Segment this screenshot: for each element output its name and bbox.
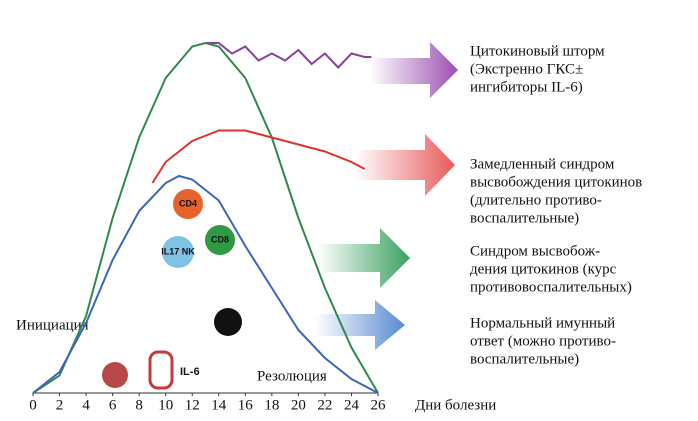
icon-label: CD4 bbox=[179, 198, 197, 208]
annotation: Цитокиновый шторм bbox=[470, 43, 605, 59]
icon-label: IL17 NK bbox=[161, 246, 195, 256]
x-axis-label: Дни болезни bbox=[415, 397, 496, 413]
arrow bbox=[355, 134, 455, 196]
x-tick-label: 0 bbox=[29, 397, 37, 413]
phase-label: Инициация bbox=[16, 317, 89, 333]
annotation: ингибиторы IL-6) bbox=[470, 79, 583, 95]
arrow bbox=[315, 300, 405, 350]
x-tick-label: 6 bbox=[109, 397, 117, 413]
series-line bbox=[33, 43, 378, 393]
annotation: ответ (можно противо- bbox=[470, 333, 616, 349]
annotation: воспалительные) bbox=[470, 351, 579, 367]
icon bbox=[150, 352, 172, 388]
icon-label: CD8 bbox=[211, 234, 229, 244]
x-tick-label: 12 bbox=[185, 397, 200, 413]
annotation: Замедленный синдром bbox=[470, 156, 615, 172]
annotation: Нормальный имунный bbox=[470, 315, 615, 331]
annotation: Синдром высвобож- bbox=[470, 243, 600, 259]
annotation: (длительно противо- bbox=[470, 192, 602, 208]
icons: CD4 CD8 IL17 NK IL-6 bbox=[102, 189, 242, 388]
annotation: (Экстренно ГКС± bbox=[470, 61, 583, 77]
x-tick-label: 4 bbox=[82, 397, 90, 413]
arrow bbox=[370, 42, 458, 98]
chart: CD4 CD8 IL17 NK IL-6 Инициация Резолюция… bbox=[0, 0, 698, 416]
x-tick-label: 24 bbox=[344, 397, 360, 413]
annotation: высвобождения цитокинов bbox=[470, 174, 642, 190]
icon-label: IL-6 bbox=[180, 366, 200, 378]
arrow bbox=[318, 228, 410, 288]
x-tick-label: 20 bbox=[291, 397, 306, 413]
x-tick-label: 2 bbox=[56, 397, 64, 413]
x-tick-label: 16 bbox=[238, 397, 254, 413]
icon bbox=[102, 362, 128, 388]
series-line bbox=[33, 176, 378, 393]
series-line bbox=[206, 43, 372, 68]
arrows bbox=[315, 42, 458, 350]
x-tick-label: 26 bbox=[371, 397, 387, 413]
x-tick-label: 22 bbox=[317, 397, 332, 413]
x-tick-label: 10 bbox=[158, 397, 173, 413]
x-tick-label: 8 bbox=[135, 397, 143, 413]
x-tick-label: 18 bbox=[264, 397, 279, 413]
annotation: дения цитокинов (курс bbox=[470, 261, 617, 277]
series-line bbox=[152, 131, 364, 184]
phase-label: Резолюция bbox=[257, 368, 327, 384]
annotation: противовоспалительных) bbox=[470, 279, 632, 295]
icon bbox=[214, 308, 242, 336]
annotation: воспалительные) bbox=[470, 210, 579, 226]
x-tick-label: 14 bbox=[211, 397, 227, 413]
